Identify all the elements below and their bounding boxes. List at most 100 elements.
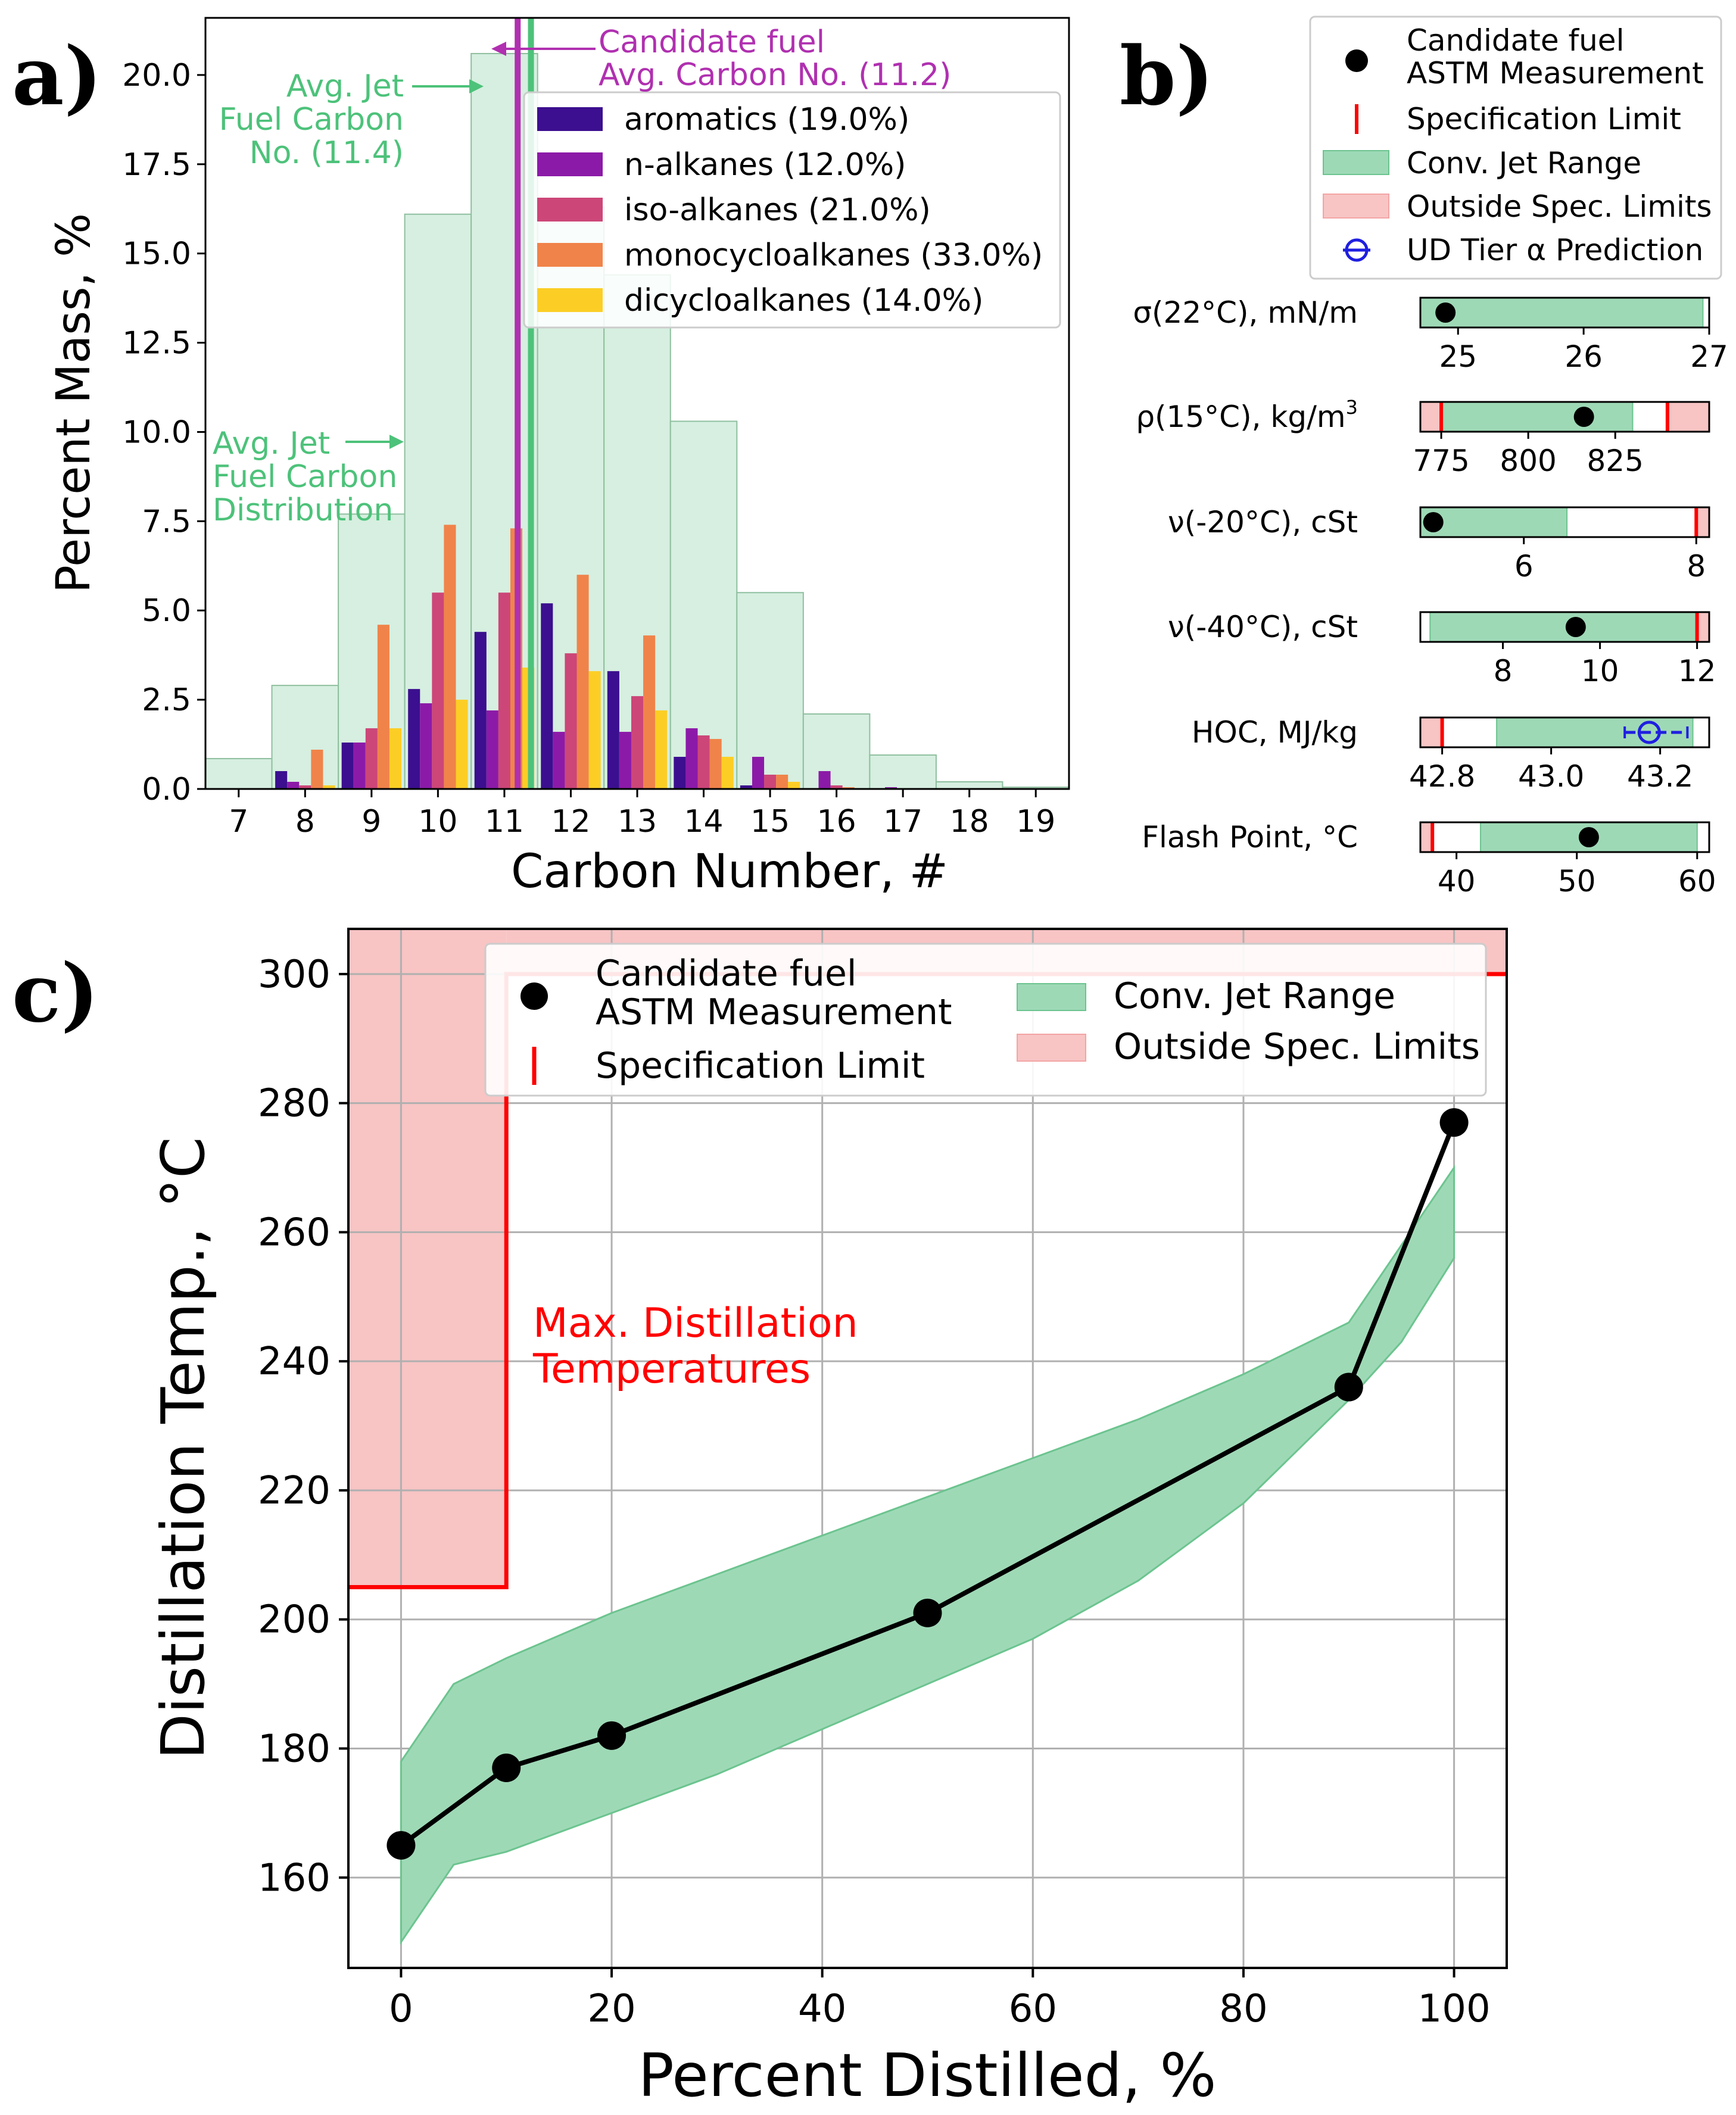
row-tick-label: 27 bbox=[1690, 339, 1728, 374]
row-frame bbox=[1419, 611, 1710, 643]
jet-distribution-bar bbox=[736, 592, 804, 790]
bar-dicycloalkanes bbox=[721, 757, 734, 789]
legend-b-outside-swatch bbox=[1323, 194, 1389, 219]
candidate-avg-annotation-2: Avg. Carbon No. (11.2) bbox=[599, 57, 951, 93]
jet-distribution-bar bbox=[669, 420, 738, 790]
legend-c-frame bbox=[484, 943, 1487, 1097]
bar-monocycloalkanes bbox=[311, 750, 323, 789]
property-row: 42.8 43.0 43.2 HOC, MJ/kg bbox=[1192, 715, 1710, 794]
plot-frame-c bbox=[347, 928, 1508, 1969]
bar-n_alkanes bbox=[685, 728, 698, 789]
legend-a: aromatics (19.0%) n-alkanes (12.0%) iso-al… bbox=[523, 91, 1061, 329]
y-tick-label-a: 2.5 bbox=[142, 682, 191, 718]
bar-aromatics bbox=[607, 671, 619, 789]
y-tick-label-c: 260 bbox=[258, 1211, 331, 1255]
property-rows: 25 26 27 σ(22°C), mN/m 775 800 825 ρ(15°C), kg/… bbox=[1133, 295, 1728, 899]
panel-a-histogram: 7 8 9 10 11 12 13 14 15 16 17 18 19 0.0 2.5 5.0 7.5 10.0… bbox=[47, 17, 1070, 899]
bar-n_alkanes bbox=[818, 771, 831, 789]
y-axis-label-a: Percent Mass, % bbox=[47, 213, 101, 593]
bar-n_alkanes bbox=[486, 710, 498, 789]
y-tick-label-a: 0.0 bbox=[142, 772, 191, 807]
y-tick-label-c: 200 bbox=[258, 1598, 331, 1642]
legend-b-spec: Specification Limit bbox=[1407, 102, 1681, 136]
property-row: 8 10 12 ν(-40°C), cSt bbox=[1168, 610, 1716, 688]
candidate-avg-annotation-1: Candidate fuel bbox=[599, 24, 825, 60]
bar-n_alkanes bbox=[420, 703, 432, 789]
outside-spec-low bbox=[1420, 718, 1442, 747]
bar-aromatics bbox=[275, 771, 288, 789]
x-tick-label-c: 40 bbox=[798, 1987, 846, 2031]
legend-b-prediction: UD Tier α Prediction bbox=[1407, 233, 1703, 267]
x-axis-ticks-a: 7 8 9 10 11 12 13 14 15 16 17 18 19 bbox=[229, 789, 1055, 840]
y-tick-label-c: 300 bbox=[258, 953, 331, 997]
legend-b-measurement-marker bbox=[1345, 49, 1368, 72]
legend-c-outside-swatch bbox=[1017, 1034, 1086, 1062]
row-tick-label: 25 bbox=[1439, 339, 1477, 374]
conv-jet-range bbox=[1441, 401, 1634, 432]
property-row: 6 8 ν(-20°C), cSt bbox=[1168, 505, 1710, 584]
conv-jet-range bbox=[1420, 297, 1704, 328]
bar-aromatics bbox=[541, 603, 553, 789]
row-tick-label: 825 bbox=[1587, 444, 1644, 478]
legend-a-swatch-aromatics bbox=[537, 107, 603, 131]
avg-jet-arrowhead bbox=[469, 79, 484, 93]
row-tick-label: 43.0 bbox=[1518, 759, 1584, 794]
x-tick-label-a: 11 bbox=[485, 804, 524, 840]
bar-iso_alkanes bbox=[498, 592, 510, 789]
x-tick-label-a: 10 bbox=[418, 804, 457, 840]
y-tick-label-a: 7.5 bbox=[142, 504, 191, 539]
y-tick-label-a: 12.5 bbox=[122, 326, 191, 361]
measurement-point bbox=[597, 1721, 627, 1750]
x-tick-label-a: 7 bbox=[229, 804, 248, 840]
x-tick-label-a: 9 bbox=[361, 804, 381, 840]
measurement-point bbox=[913, 1598, 942, 1627]
y-tick-label-a: 5.0 bbox=[142, 593, 191, 629]
bar-aromatics bbox=[341, 743, 354, 789]
measurement-point bbox=[1565, 617, 1586, 637]
bar-dicycloalkanes bbox=[456, 700, 468, 789]
bar-aromatics bbox=[408, 689, 420, 789]
outside-spec-low bbox=[1420, 402, 1442, 432]
legend-c-spec: Specification Limit bbox=[596, 1045, 925, 1087]
row-label: ρ(15°C), kg/m3 bbox=[1136, 396, 1358, 434]
spec-annotation-1: Max. Distillation bbox=[533, 1300, 858, 1347]
bar-aromatics bbox=[674, 757, 686, 789]
row-tick-label: 775 bbox=[1413, 444, 1469, 478]
property-row: 25 26 27 σ(22°C), mN/m bbox=[1133, 295, 1728, 374]
row-frame bbox=[1419, 821, 1710, 853]
dist-annotation-2: Fuel Carbon bbox=[213, 459, 397, 495]
bar-monocycloalkanes bbox=[576, 575, 589, 789]
y-axis-ticks-a: 0.0 2.5 5.0 7.5 10.0 12.5 15.0 17.5 20.0 bbox=[122, 58, 205, 807]
row-label: ν(-40°C), cSt bbox=[1168, 610, 1358, 644]
bar-n_alkanes bbox=[752, 757, 765, 789]
legend-a-label-iso_alkanes: iso-alkanes (21.0%) bbox=[624, 192, 931, 228]
outside-spec-high bbox=[1667, 402, 1709, 432]
avg-jet-annotation-1: Avg. Jet bbox=[286, 68, 404, 104]
outside-spec-high bbox=[1696, 507, 1709, 537]
bar-iso_alkanes bbox=[432, 592, 444, 789]
dist-annotation-3: Distribution bbox=[213, 492, 393, 528]
legend-c-outside: Outside Spec. Limits bbox=[1114, 1026, 1480, 1068]
panel-label-a: a) bbox=[12, 29, 102, 123]
jet-distribution-bar bbox=[935, 781, 1003, 790]
dist-annotation-1: Avg. Jet bbox=[213, 426, 330, 461]
row-frame bbox=[1419, 716, 1710, 748]
legend-b-measurement-2: ASTM Measurement bbox=[1407, 56, 1704, 91]
row-tick-label: 26 bbox=[1564, 339, 1603, 374]
y-tick-label-a: 20.0 bbox=[122, 58, 191, 93]
x-tick-label-a: 16 bbox=[817, 804, 856, 840]
panel-label-b: b) bbox=[1120, 29, 1214, 123]
jet-distribution-bar bbox=[802, 713, 871, 790]
measurement-point bbox=[492, 1754, 521, 1783]
legend-a-label-n_alkanes: n-alkanes (12.0%) bbox=[624, 147, 906, 183]
bar-monocycloalkanes bbox=[709, 739, 722, 789]
legend-c-conv: Conv. Jet Range bbox=[1114, 975, 1395, 1017]
bar-n_alkanes bbox=[287, 782, 300, 789]
x-tick-label-a: 15 bbox=[750, 804, 790, 840]
bar-dicycloalkanes bbox=[389, 728, 402, 789]
measurement-point bbox=[1334, 1372, 1363, 1402]
row-tick-label: 12 bbox=[1678, 654, 1716, 688]
conv-jet-range bbox=[1420, 507, 1568, 538]
measurement-line bbox=[400, 1121, 1457, 1848]
